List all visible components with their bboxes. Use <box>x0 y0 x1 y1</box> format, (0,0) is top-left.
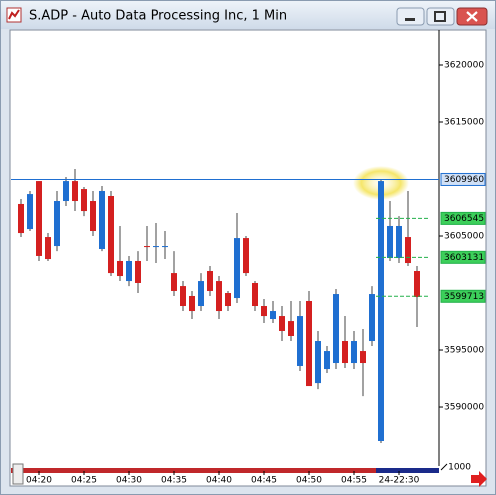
candle-body <box>306 300 312 387</box>
candle-body <box>99 190 105 250</box>
candle-body <box>369 294 375 342</box>
x-tick-label: 04:50 <box>296 476 322 486</box>
x-tick-label: 04:30 <box>116 476 142 486</box>
candle-body <box>180 286 186 307</box>
candle-body <box>216 281 222 312</box>
price-label-box <box>440 289 486 303</box>
x-tick-label: 04:20 <box>26 476 52 486</box>
price-label: 3609960 <box>444 175 484 185</box>
candle-body <box>288 321 294 336</box>
plot: 3590000 3595000 3605000 3615000 3620000 1000 0… <box>11 61 486 486</box>
candle-body <box>171 273 177 291</box>
y-tick-label: 3615000 <box>444 118 484 128</box>
y-tick-label: 3605000 <box>444 232 484 242</box>
y-tick-label: 3595000 <box>444 346 484 356</box>
candle-body <box>27 194 33 230</box>
candle-body <box>405 237 411 264</box>
candle-body <box>207 271 213 291</box>
candle-body <box>333 294 339 364</box>
candle-body <box>72 181 78 202</box>
x-tick-label: 04:55 <box>341 476 367 486</box>
range-bar-history <box>11 468 376 473</box>
x-tick-label: 04:25 <box>71 476 97 486</box>
candle-body <box>414 271 420 298</box>
price-label: 3599713 <box>444 292 484 302</box>
candle-body <box>144 246 150 248</box>
candle-body <box>360 351 366 364</box>
candle-body <box>351 341 357 364</box>
range-bar-current <box>376 468 439 473</box>
y-tick-label: 3620000 <box>444 61 484 71</box>
price-label-box <box>440 211 486 225</box>
candle-body <box>81 189 87 212</box>
price-label-box <box>440 250 486 264</box>
candle-body <box>90 201 96 231</box>
candle-body <box>153 246 159 248</box>
candle-body <box>252 282 258 307</box>
price-label: 3603131 <box>444 253 484 263</box>
x-tick-label: 04:40 <box>206 476 232 486</box>
volume-tick-label: 1000 <box>448 463 471 473</box>
candle-body <box>135 260 141 283</box>
candle-body <box>108 195 114 274</box>
window-title: S.ADP - Auto Data Processing Inc, 1 Min <box>29 9 287 24</box>
scroll-right-arrow[interactable] <box>471 471 487 487</box>
candle-body <box>234 238 240 299</box>
scroll-thumb[interactable] <box>12 463 24 485</box>
candle-body <box>243 238 249 274</box>
restore-button[interactable] <box>426 7 455 26</box>
volume-tick <box>440 463 448 471</box>
candle-body <box>378 181 384 441</box>
candle-body <box>324 351 330 370</box>
price-label: 3606545 <box>444 214 484 224</box>
candle-body <box>342 341 348 364</box>
minimize-button[interactable] <box>396 7 425 26</box>
candle-body <box>261 306 267 317</box>
candle-body <box>54 201 60 247</box>
candle-body <box>36 181 42 256</box>
candle-body <box>270 311 276 320</box>
candle-body <box>45 237 51 260</box>
candle-body <box>63 181 69 202</box>
candle-body <box>297 316 303 366</box>
candle-body <box>117 260 123 277</box>
candle-body <box>18 203 24 234</box>
x-tick-label: 04:35 <box>161 476 187 486</box>
candle-body <box>126 260 132 282</box>
candle-body <box>315 341 321 384</box>
candle-body <box>198 281 204 307</box>
y-tick-label: 3590000 <box>444 403 484 413</box>
candle-body <box>396 225 402 259</box>
candle-body <box>225 293 231 307</box>
candle-body <box>189 295 195 312</box>
candle-body <box>387 225 393 259</box>
app-icon-glyph <box>8 9 20 20</box>
candle-body <box>162 246 168 248</box>
close-button[interactable] <box>456 7 488 26</box>
price-label-box <box>440 172 486 186</box>
x-tick-label: 24-22:30 <box>379 476 420 486</box>
candle-body <box>279 316 285 331</box>
x-tick-label: 04:45 <box>251 476 277 486</box>
